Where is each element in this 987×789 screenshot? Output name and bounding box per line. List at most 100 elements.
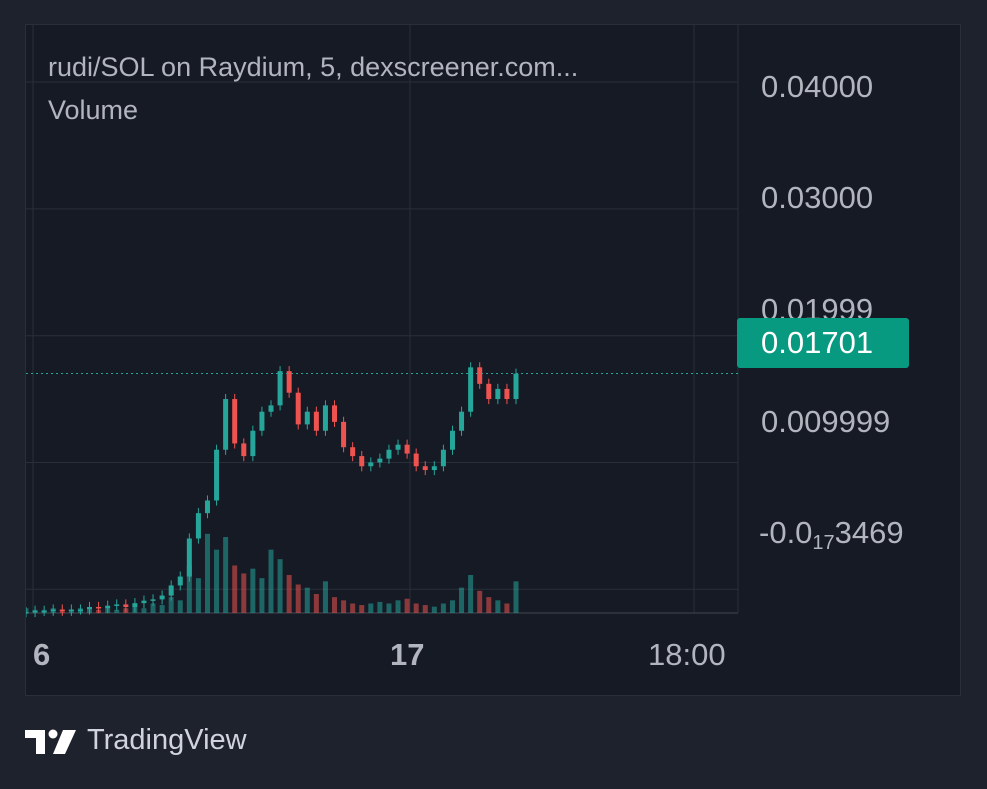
- candle-body: [277, 371, 283, 406]
- candle-body: [268, 405, 274, 412]
- candle-body: [26, 612, 29, 614]
- candle-body: [105, 605, 111, 609]
- volume-bar: [449, 600, 455, 613]
- volume-bar: [214, 549, 220, 613]
- candle-body: [87, 606, 93, 610]
- price-axis-label: 0.009999: [761, 404, 891, 439]
- volume-bar: [114, 609, 120, 613]
- volume-bar: [141, 608, 147, 613]
- volume-bar: [223, 537, 229, 613]
- candle-body: [386, 449, 392, 459]
- volume-bar: [413, 603, 419, 613]
- candle-body: [304, 411, 310, 425]
- candle-body: [286, 371, 292, 393]
- volume-bar: [504, 603, 510, 613]
- candle-body: [50, 609, 56, 612]
- price-axis-label: 0.03000: [761, 180, 874, 215]
- chart-frame: rudi/SOL on Raydium, 5, dexscreener.com.…: [25, 24, 961, 696]
- candle-body: [123, 604, 129, 607]
- candle-body: [313, 411, 319, 431]
- price-axis-label-main: -0.0: [759, 515, 813, 550]
- candle-body: [504, 388, 510, 400]
- volume-bar: [177, 600, 183, 613]
- candle-body: [368, 462, 374, 467]
- volume-bar: [26, 608, 29, 613]
- current-price-tag: 0.01701: [737, 318, 909, 368]
- volume-bar: [286, 575, 292, 613]
- candle-body: [132, 603, 138, 607]
- volume-bar: [259, 578, 265, 613]
- volume-bar: [341, 600, 347, 613]
- candle-body: [159, 595, 165, 600]
- volume-legend-label[interactable]: Volume: [48, 95, 139, 125]
- volume-bar: [404, 598, 410, 613]
- volume-bar: [250, 568, 256, 613]
- tradingview-branding[interactable]: TradingView: [25, 724, 247, 757]
- candle-body: [68, 609, 74, 612]
- candle-body: [486, 383, 492, 400]
- price-axis-label-negative: -0.0173469: [759, 515, 904, 555]
- candle-body: [186, 538, 192, 577]
- candle-body: [259, 411, 265, 431]
- candle-body: [395, 444, 401, 450]
- candle-body: [195, 513, 201, 539]
- candle-body: [77, 609, 83, 612]
- volume-bar: [313, 594, 319, 613]
- candle-body: [214, 449, 220, 501]
- volume-bar: [431, 606, 437, 613]
- candle-body: [177, 576, 183, 586]
- volume-bar: [204, 533, 210, 613]
- time-axis-label: 6: [33, 637, 51, 672]
- candle-body: [59, 609, 65, 612]
- price-axis-label-tail: 3469: [834, 515, 904, 550]
- price-axis-label-subscript: 17: [812, 532, 835, 554]
- volume-bar: [350, 603, 356, 613]
- candle-body: [322, 405, 328, 431]
- candle-body: [459, 411, 465, 431]
- time-axis-label: 18:00: [648, 637, 726, 672]
- volume-bar: [304, 587, 310, 613]
- price-candles: [26, 362, 519, 618]
- volume-bar: [241, 573, 247, 613]
- candle-body: [223, 399, 229, 450]
- candle-body: [41, 610, 47, 613]
- candle-body: [96, 606, 102, 609]
- volume-bar: [395, 600, 401, 613]
- volume-bar: [322, 581, 328, 613]
- volume-bar: [468, 575, 474, 613]
- candle-body: [332, 405, 338, 422]
- candle-body: [114, 604, 120, 606]
- volume-bar: [168, 597, 174, 613]
- brand-name: TradingView: [87, 724, 247, 756]
- tradingview-logo-icon: [25, 729, 76, 754]
- price-axis-label: 0.04000: [761, 69, 874, 104]
- candle-body: [377, 458, 383, 463]
- volume-bar: [368, 603, 374, 613]
- candle-body: [341, 421, 347, 448]
- candle-body: [241, 443, 247, 457]
- volume-bar: [477, 590, 483, 613]
- volume-bar: [422, 605, 428, 613]
- series-legend-title[interactable]: rudi/SOL on Raydium, 5, dexscreener.com.…: [48, 52, 579, 82]
- candle-body: [413, 453, 419, 467]
- volume-bar: [513, 581, 519, 613]
- volume-bar: [159, 605, 165, 613]
- candle-body: [350, 447, 356, 457]
- candle-body: [404, 444, 410, 454]
- candle-body: [468, 367, 474, 412]
- volume-bar: [486, 597, 492, 613]
- volume-bar: [150, 603, 156, 613]
- candle-body: [295, 392, 301, 425]
- volume-bar: [359, 605, 365, 613]
- volume-bar: [232, 565, 238, 613]
- candle-body: [495, 388, 501, 400]
- candle-body: [32, 610, 38, 613]
- volume-bar: [495, 600, 501, 613]
- candle-body: [204, 500, 210, 514]
- volume-bar: [332, 597, 338, 613]
- volume-bar: [386, 603, 392, 613]
- time-axis-label: 17: [390, 637, 425, 672]
- candle-body: [449, 430, 455, 450]
- candle-body: [250, 430, 256, 457]
- candle-body: [141, 600, 147, 604]
